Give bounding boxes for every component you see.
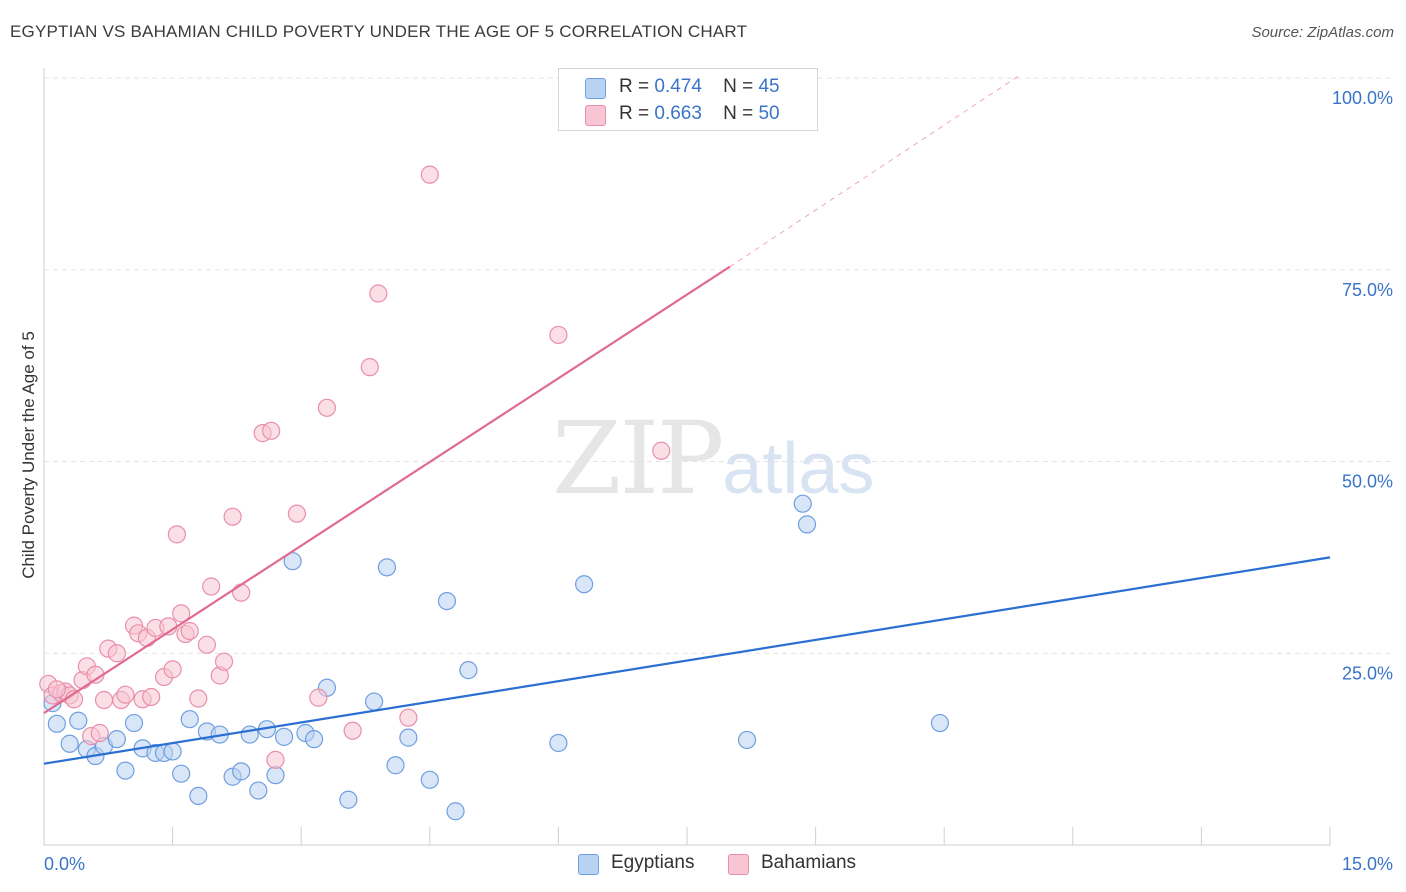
bahamians-point <box>262 421 281 440</box>
correlation-legend: R = 0.474 N = 45 R = 0.663 N = 50 <box>558 68 818 131</box>
bahamians-point <box>214 652 234 671</box>
bahamians-n-value: 50 <box>758 103 780 124</box>
bahamians-r-value: 0.663 <box>654 103 702 124</box>
egyptians-point <box>339 790 358 809</box>
egyptians-point <box>69 711 88 730</box>
bahamians-trend-extension <box>729 73 1022 268</box>
y-tick-label: 50.0% <box>1342 472 1393 492</box>
bahamians-point <box>287 504 307 523</box>
egyptians-point <box>930 713 950 733</box>
egyptians-legend-swatch <box>578 854 599 875</box>
egyptians-point <box>283 552 302 571</box>
egyptians-point <box>266 766 285 785</box>
bahamians-point <box>197 635 216 654</box>
egyptians-point <box>446 802 465 821</box>
egyptians-point <box>399 728 418 747</box>
egyptians-trend-line <box>43 556 1331 765</box>
bahamians-point <box>172 604 191 623</box>
bahamians-point <box>420 165 439 184</box>
egyptians-point <box>180 710 199 729</box>
n-label: N = <box>723 76 754 97</box>
y-tick-label: 25.0% <box>1342 663 1393 683</box>
egyptians-swatch <box>585 78 606 99</box>
egyptians-point <box>437 591 457 611</box>
egyptians-point <box>575 575 594 594</box>
r-label: R = <box>619 103 650 124</box>
egyptians-point <box>459 661 478 680</box>
bahamians-point <box>223 507 242 526</box>
egyptians-point <box>249 781 268 800</box>
egyptians-r-value: 0.474 <box>654 76 702 97</box>
bahamians-point <box>142 687 161 707</box>
bahamians-legend-label: Bahamians <box>761 852 857 873</box>
egyptians-point <box>124 713 144 733</box>
bahamians-point <box>90 723 109 743</box>
bahamians-point <box>94 690 114 710</box>
egyptians-point <box>549 733 568 753</box>
bahamians-point <box>202 577 221 596</box>
egyptians-legend-label: Egyptians <box>611 852 695 873</box>
egyptians-point <box>386 756 405 775</box>
egyptians-point <box>364 692 384 711</box>
egyptians-point <box>232 762 251 781</box>
egyptians-point <box>47 714 66 733</box>
y-tick-label: 75.0% <box>1342 280 1393 300</box>
x-tick-label: 15.0% <box>1342 854 1393 874</box>
source-label: Source: ZipAtlas.com <box>1251 24 1394 41</box>
n-label: N = <box>723 103 754 124</box>
egyptians-point <box>60 734 79 753</box>
bahamians-swatch <box>585 105 606 126</box>
bahamians-point <box>189 689 208 708</box>
egyptians-point <box>240 725 259 744</box>
bahamians-point <box>343 721 362 740</box>
egyptians-point <box>737 730 757 750</box>
bahamians-point <box>360 358 379 377</box>
bahamians-point <box>116 685 135 704</box>
bahamians-point <box>163 660 182 679</box>
egyptians-point <box>163 742 182 761</box>
egyptians-point <box>420 770 439 789</box>
bahamians-point <box>309 688 328 707</box>
bahamians-point <box>317 398 337 417</box>
egyptians-point <box>107 730 126 749</box>
bahamians-point <box>167 525 186 544</box>
egyptians-point <box>116 761 135 780</box>
egyptians-point <box>377 558 397 577</box>
egyptians-point <box>172 764 191 783</box>
bahamians-legend-swatch <box>728 854 749 875</box>
bahamians-point <box>652 441 671 460</box>
bahamians-point <box>47 680 66 699</box>
x-tick-label: 0.0% <box>44 854 85 874</box>
bahamians-point <box>232 583 251 602</box>
chart-title: EGYPTIAN VS BAHAMIAN CHILD POVERTY UNDER… <box>10 22 748 41</box>
egyptians-point <box>274 727 294 746</box>
bahamians-point <box>399 708 418 727</box>
egyptians-point <box>797 515 817 534</box>
y-tick-label: 100.0% <box>1332 88 1393 108</box>
watermark-zip: ZIP <box>552 400 724 517</box>
watermark: ZIPatlas <box>552 400 874 517</box>
watermark-atlas: atlas <box>722 429 875 509</box>
bahamians-point <box>369 284 388 303</box>
bahamians-point <box>180 621 199 641</box>
egyptians-point <box>304 730 324 749</box>
r-label: R = <box>619 76 650 97</box>
bahamians-point <box>266 750 285 769</box>
egyptians-point <box>189 786 208 806</box>
egyptians-point <box>793 494 812 513</box>
bahamians-trend-line <box>43 265 731 714</box>
bahamians-point <box>107 644 126 663</box>
bahamians-point <box>549 325 568 345</box>
egyptians-n-value: 45 <box>758 76 780 97</box>
